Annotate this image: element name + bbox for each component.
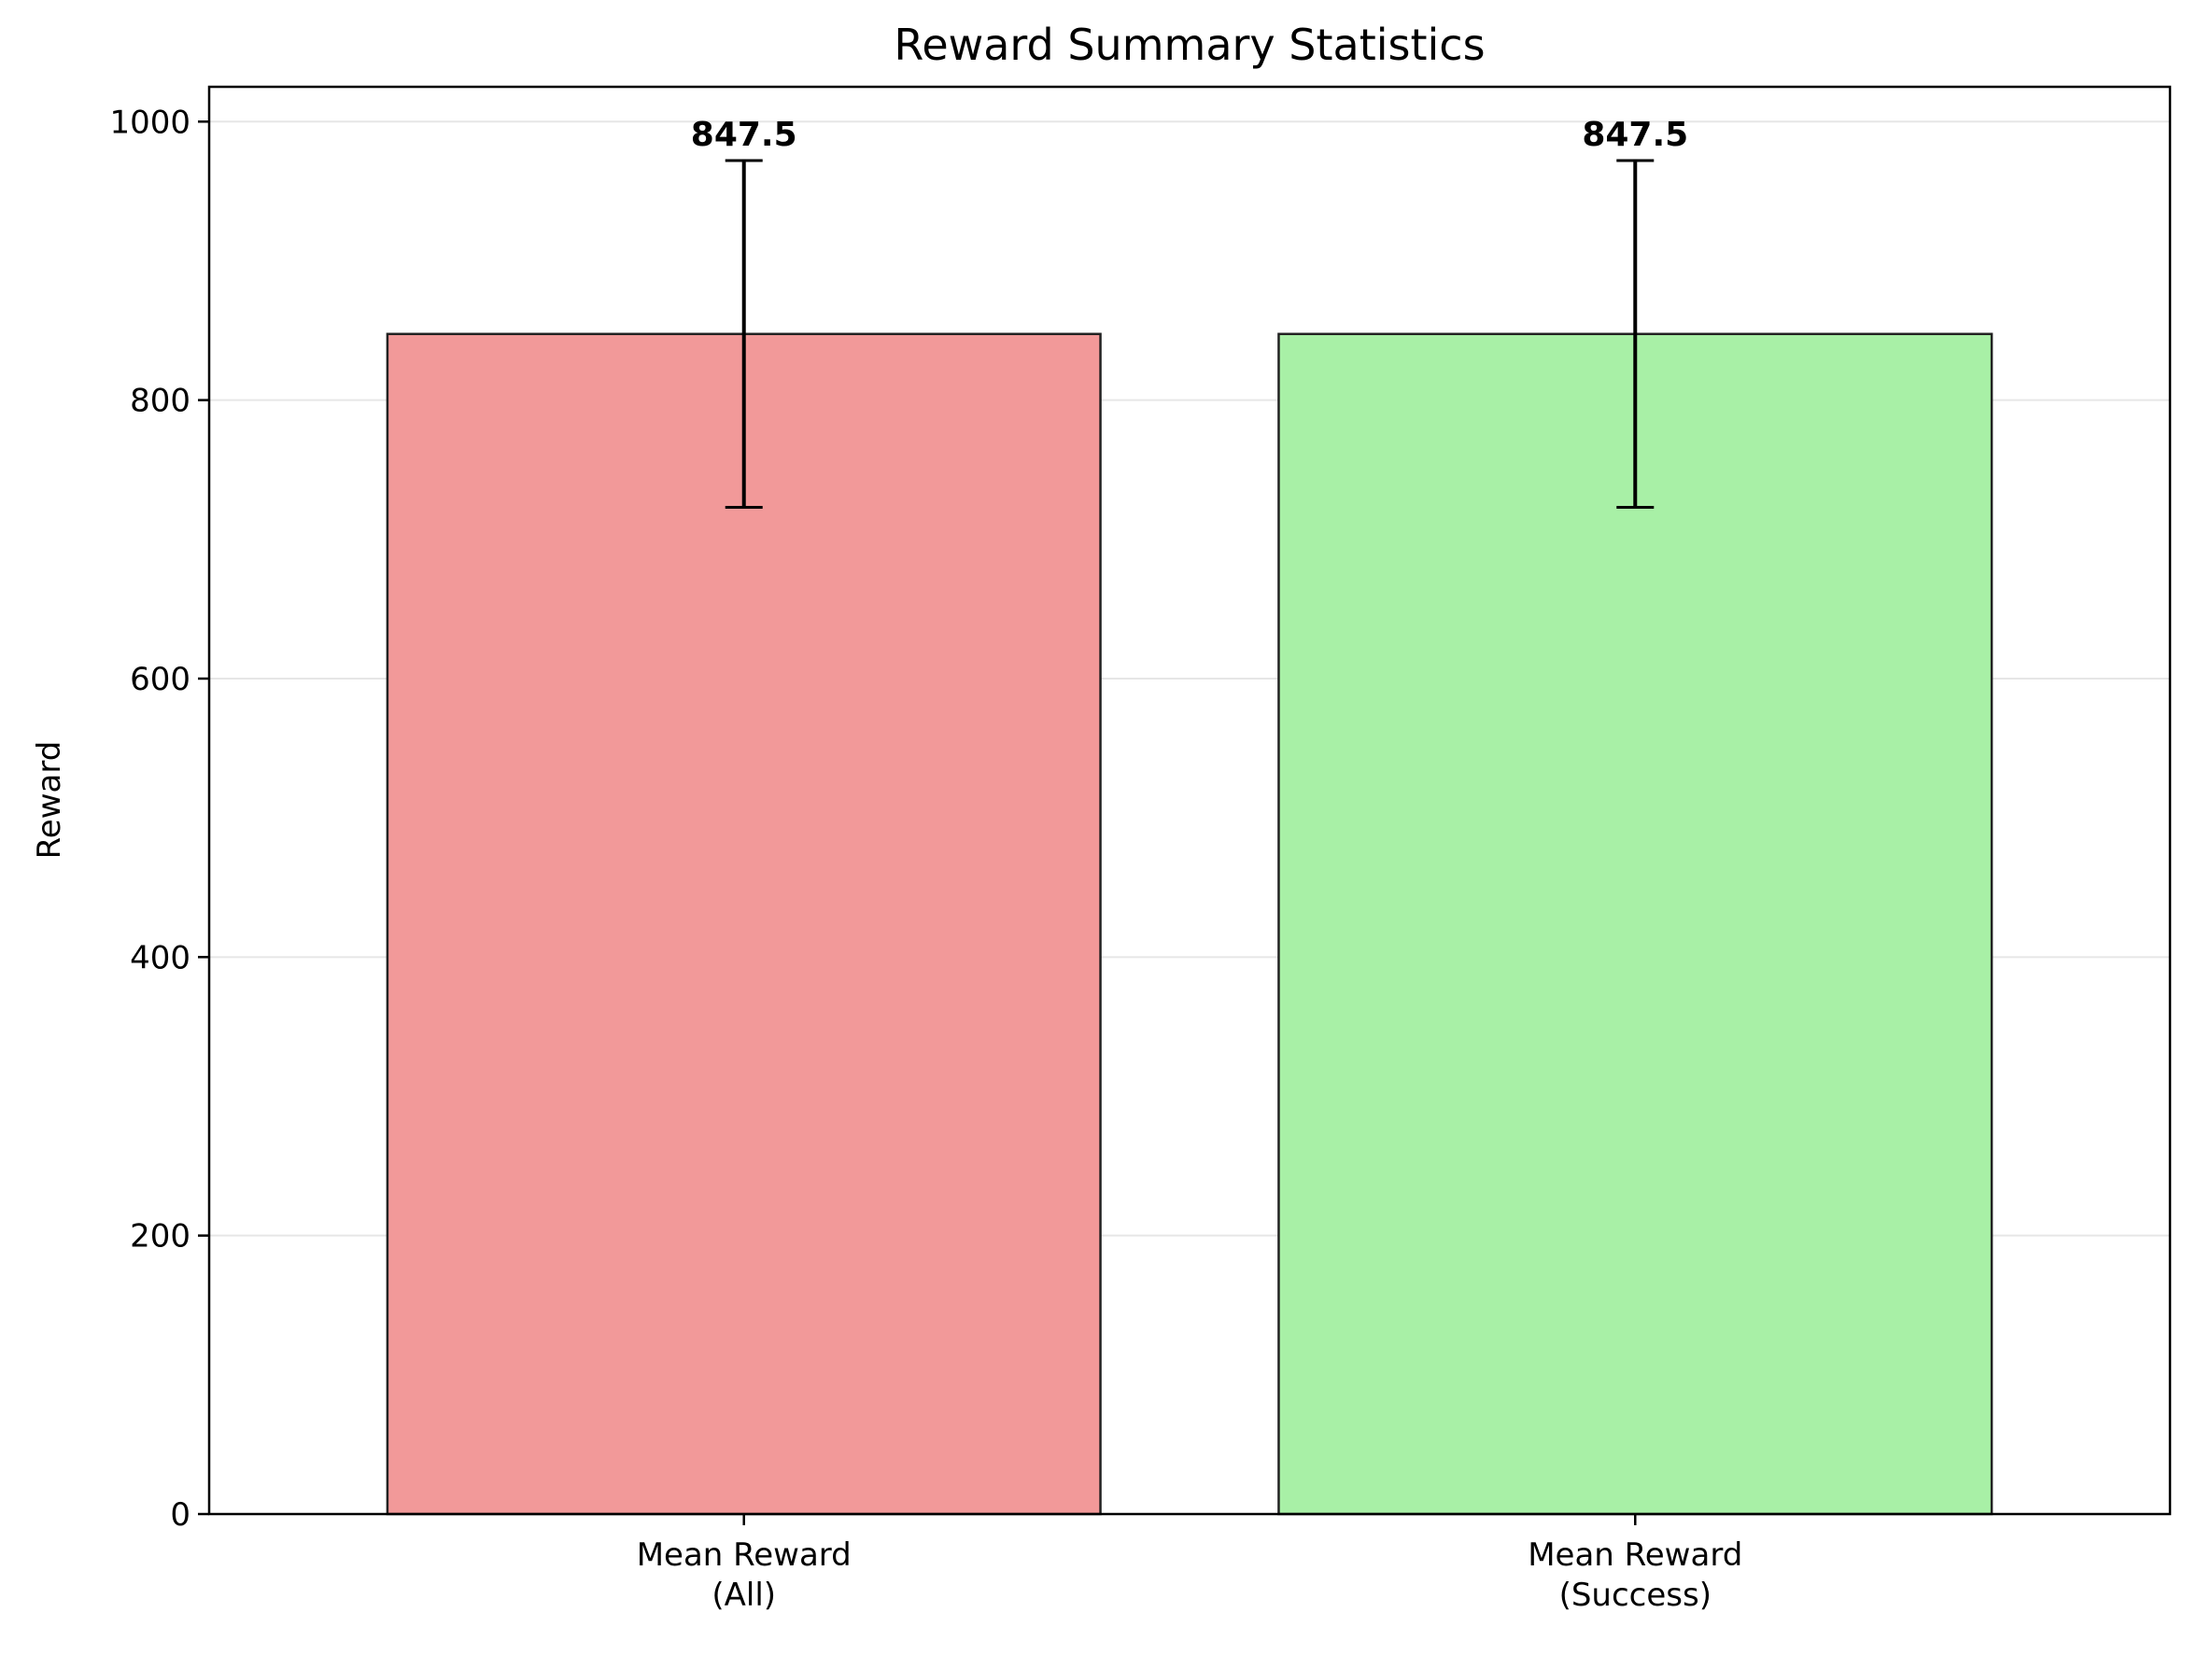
data-labels: 847.5 847.5 [691, 116, 1688, 154]
x-tick-label: (All) [712, 1577, 776, 1614]
bar [1277, 332, 1994, 1516]
data-label: 847.5 [691, 116, 797, 154]
y-tick-label: 800 [130, 383, 190, 420]
x-tick-label: (Success) [1559, 1577, 1712, 1614]
plot-frame [207, 85, 2172, 1516]
x-tick-label: Mean Reward [637, 1536, 852, 1574]
y-tick-label: 600 [130, 661, 190, 698]
y-tick-label: 400 [130, 939, 190, 976]
y-tick-label: 1000 [109, 104, 190, 141]
x-axis-ticks: Mean Reward(All)Mean Reward(Success) [637, 1514, 1742, 1614]
data-label: 847.5 [1582, 116, 1688, 154]
y-tick-label: 0 [170, 1496, 190, 1534]
y-axis-ticks: 0 200 400 600 800 1000 [109, 104, 209, 1534]
chart-title: Reward Summary Statistics [894, 20, 1485, 70]
error-bars [725, 159, 1655, 509]
y-axis-label: Reward [31, 741, 68, 860]
x-tick-label: Mean Reward [1528, 1536, 1742, 1574]
bars [386, 332, 1994, 1516]
y-tick-label: 200 [130, 1218, 190, 1255]
bar [386, 332, 1102, 1516]
